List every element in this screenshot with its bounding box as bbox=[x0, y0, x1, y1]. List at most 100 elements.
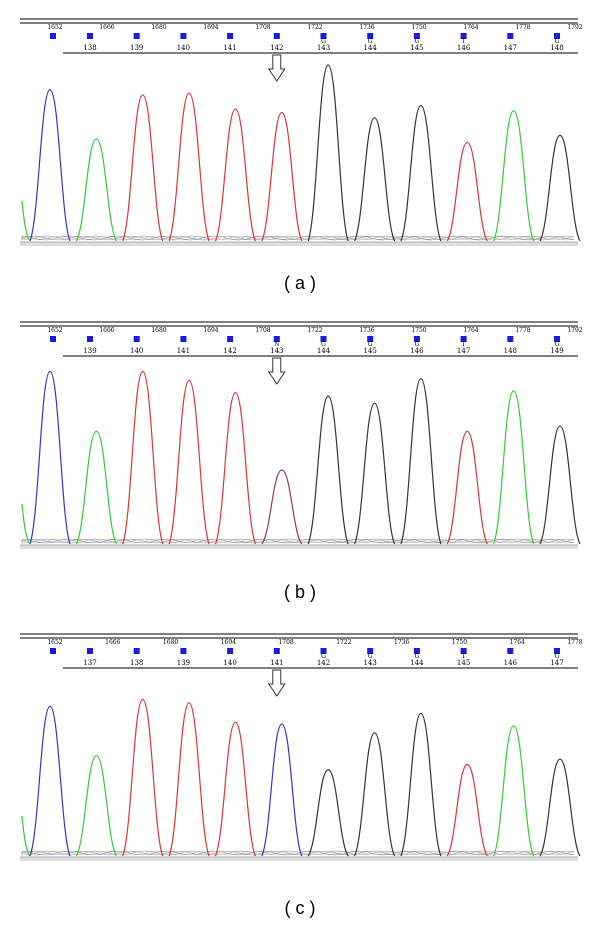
noise-trace bbox=[21, 538, 575, 544]
position-number: 142 bbox=[270, 44, 283, 52]
position-number: 139 bbox=[177, 659, 190, 667]
scan-tick-label: 1764 bbox=[463, 327, 478, 334]
base-call-letter: T bbox=[462, 653, 466, 660]
base-marker bbox=[133, 648, 140, 654]
scan-tick-label: 1736 bbox=[359, 327, 374, 334]
position-number: 149 bbox=[550, 347, 563, 355]
position-number: 146 bbox=[504, 659, 518, 667]
peak-trace bbox=[21, 200, 31, 242]
chromatogram-panel-a: 1652 1666 1680 1694 1708 1722 1736 1750 1764 1778… bbox=[0, 15, 600, 315]
peak-trace bbox=[354, 732, 396, 857]
base-marker bbox=[413, 648, 420, 654]
baseline-bar bbox=[20, 545, 578, 549]
base-marker bbox=[180, 648, 187, 654]
position-number: 138 bbox=[130, 659, 143, 667]
scan-tick-label: 1764 bbox=[463, 24, 478, 31]
noise-trace bbox=[21, 850, 575, 856]
scan-tick-label: 1652 bbox=[47, 327, 62, 334]
peak-trace bbox=[168, 92, 210, 242]
base-call-letter: G bbox=[321, 341, 326, 348]
peak-trace bbox=[261, 469, 303, 545]
mutation-arrow-icon bbox=[267, 357, 286, 385]
position-number: 143 bbox=[364, 659, 377, 667]
peak-trace bbox=[168, 379, 210, 545]
base-marker bbox=[507, 33, 514, 39]
position-number: 141 bbox=[177, 347, 190, 355]
position-number: 142 bbox=[317, 659, 330, 667]
scan-tick-label: 1708 bbox=[278, 639, 293, 646]
base-call-letter: G bbox=[321, 653, 326, 660]
peak-trace bbox=[261, 111, 303, 242]
base-marker bbox=[413, 336, 420, 342]
scan-tick-label: 1694 bbox=[203, 24, 218, 31]
scan-tick-label: 1750 bbox=[411, 24, 426, 31]
position-number: 142 bbox=[223, 347, 236, 355]
position-number: 146 bbox=[457, 44, 471, 52]
base-marker bbox=[87, 336, 93, 342]
base-marker bbox=[50, 648, 56, 654]
scan-tick-label: 1792 bbox=[567, 327, 582, 334]
base-marker bbox=[460, 336, 467, 342]
peak-trace bbox=[214, 108, 257, 242]
base-call-letter: T bbox=[462, 38, 466, 45]
peak-trace bbox=[446, 141, 488, 242]
peak-trace bbox=[75, 138, 117, 242]
peak-trace bbox=[168, 702, 210, 857]
baseline-bar bbox=[20, 242, 578, 246]
base-marker bbox=[133, 336, 140, 342]
base-marker bbox=[180, 33, 187, 39]
position-number: 139 bbox=[83, 347, 96, 355]
peak-trace bbox=[21, 815, 31, 857]
position-number: 143 bbox=[317, 44, 330, 52]
scan-tick-label: 1680 bbox=[151, 327, 166, 334]
base-marker bbox=[87, 648, 93, 654]
peak-trace bbox=[539, 134, 581, 242]
position-number: 145 bbox=[364, 347, 377, 355]
peak-trace bbox=[122, 370, 164, 545]
position-number: 140 bbox=[177, 44, 190, 52]
peak-trace bbox=[122, 698, 164, 857]
noise-trace bbox=[21, 850, 575, 856]
position-number: 144 bbox=[317, 347, 331, 355]
position-number: 145 bbox=[457, 659, 470, 667]
chromatogram-svg-c: 1652 1666 1680 1694 1708 1722 1736 1750 1764 1778… bbox=[20, 633, 583, 861]
peak-trace bbox=[493, 725, 535, 857]
base-marker bbox=[320, 648, 327, 654]
peak-trace bbox=[539, 425, 581, 545]
base-call-letter: G bbox=[415, 38, 420, 45]
scan-tick-label: 1722 bbox=[336, 639, 351, 646]
scan-tick-label: 1680 bbox=[151, 24, 166, 31]
peak-trace bbox=[214, 392, 257, 545]
base-marker bbox=[460, 33, 467, 39]
base-marker bbox=[50, 33, 56, 39]
scan-tick-label: 1722 bbox=[307, 24, 322, 31]
base-marker bbox=[507, 648, 514, 654]
peak-trace bbox=[122, 94, 164, 242]
base-call-letter: G bbox=[415, 653, 420, 660]
position-number: 140 bbox=[130, 347, 143, 355]
base-marker bbox=[227, 648, 234, 654]
position-number: 148 bbox=[504, 347, 517, 355]
noise-trace bbox=[21, 235, 575, 241]
mutation-arrow-icon bbox=[267, 669, 286, 697]
base-call-letter: G bbox=[555, 341, 560, 348]
position-number: 147 bbox=[457, 347, 470, 355]
peak-trace bbox=[307, 769, 349, 857]
position-number: 147 bbox=[550, 659, 563, 667]
panel-caption-a: ( a ) bbox=[283, 273, 316, 293]
scan-tick-label: 1764 bbox=[510, 639, 525, 646]
base-marker bbox=[273, 648, 280, 654]
chromatogram-panel-c: 1652 1666 1680 1694 1708 1722 1736 1750 1764 1778… bbox=[0, 630, 600, 930]
peak-trace bbox=[400, 712, 442, 857]
scan-tick-label: 1708 bbox=[255, 327, 270, 334]
position-number: 141 bbox=[223, 44, 236, 52]
base-call-letter: G bbox=[555, 653, 560, 660]
peak-trace bbox=[400, 104, 442, 242]
noise-trace bbox=[21, 850, 575, 856]
scan-tick-label: 1694 bbox=[221, 639, 236, 646]
scan-tick-label: 1666 bbox=[99, 24, 114, 31]
chromatogram-panel-b: 1652 1666 1680 1694 1708 1722 1736 1750 1764 1778… bbox=[0, 318, 600, 618]
scan-tick-label: 1694 bbox=[203, 327, 218, 334]
base-marker bbox=[180, 336, 187, 342]
base-call-letter: G bbox=[415, 341, 420, 348]
